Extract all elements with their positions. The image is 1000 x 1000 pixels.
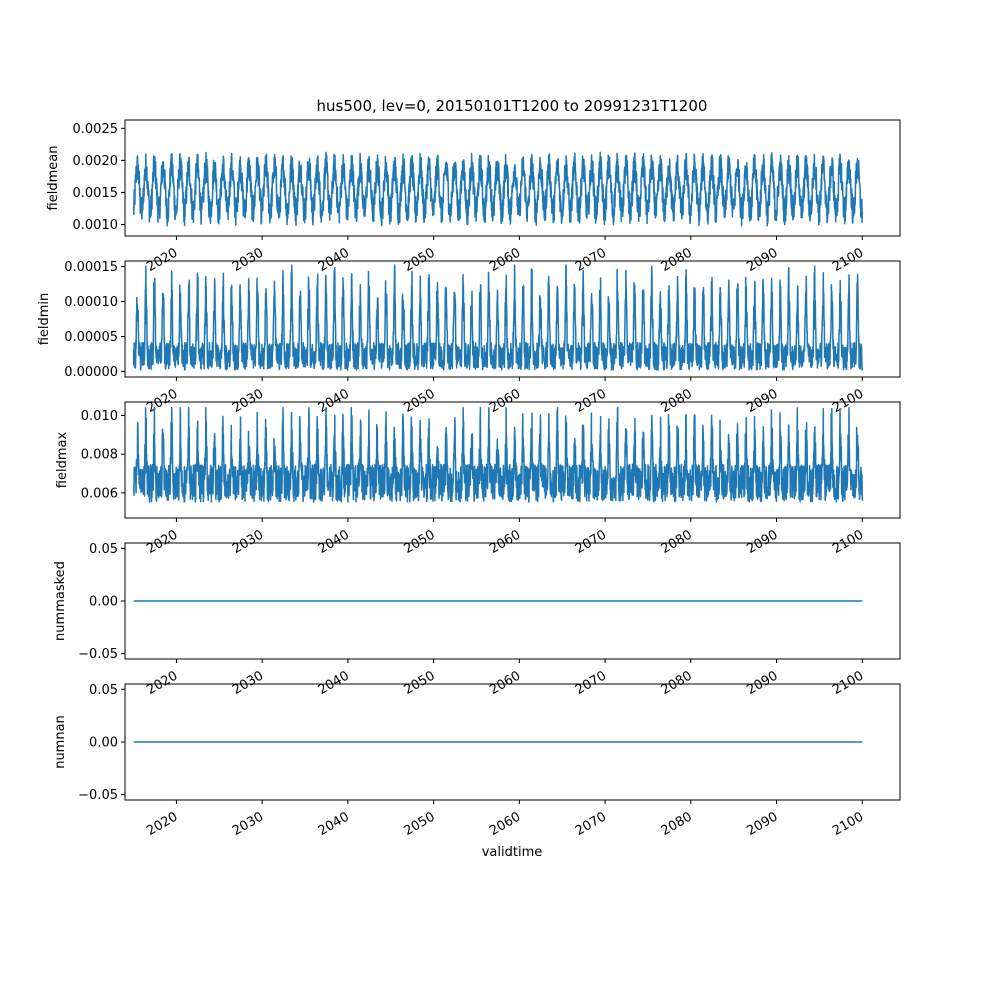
y-tick-label: 0.0010 xyxy=(73,218,119,233)
axes-frame xyxy=(124,119,901,237)
series-line-fieldmax xyxy=(132,407,864,503)
series-line-fieldmean xyxy=(132,151,864,227)
y-tick-label: −0.05 xyxy=(78,647,118,662)
y-tick-label: 0.00015 xyxy=(64,260,118,275)
axes-frame xyxy=(124,260,901,378)
y-tick-label: 0.006 xyxy=(81,486,118,501)
y-tick-label: 0.00010 xyxy=(64,295,118,310)
y-tick-label: −0.05 xyxy=(78,788,118,803)
figure-title: hus500, lev=0, 20150101T1200 to 20991231… xyxy=(317,97,708,115)
y-tick-label: 0.0015 xyxy=(73,186,119,201)
y-tick-label: 0.010 xyxy=(81,409,118,424)
y-tick-label: 0.0020 xyxy=(73,154,119,169)
y-axis-label: fieldmin xyxy=(37,293,52,346)
y-tick-label: 0.008 xyxy=(81,448,118,463)
y-axis-label: numnan xyxy=(53,715,68,769)
y-tick-label: 0.05 xyxy=(89,683,118,698)
y-tick-label: 0.0025 xyxy=(73,122,119,137)
y-axis-label: fieldmax xyxy=(55,432,70,489)
axes-frame xyxy=(124,401,901,519)
y-axis-label: fieldmean xyxy=(46,146,61,211)
y-tick-label: 0.00005 xyxy=(64,330,118,345)
y-tick-label: 0.00000 xyxy=(64,365,118,380)
y-tick-label: 0.00 xyxy=(89,736,118,751)
series-line-fieldmin xyxy=(132,264,864,371)
y-tick-label: 0.00 xyxy=(89,595,118,610)
x-axis-label: validtime xyxy=(482,845,543,860)
y-tick-label: 0.05 xyxy=(89,542,118,557)
y-axis-label: nummasked xyxy=(53,561,68,641)
